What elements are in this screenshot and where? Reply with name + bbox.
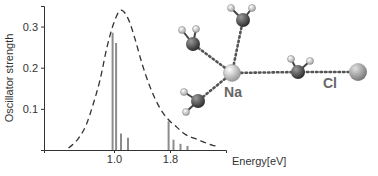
stick [168, 121, 170, 150]
oxygen-atom [186, 37, 200, 51]
molecule [179, 5, 368, 116]
x-tick: 1.8 [163, 150, 178, 165]
hydrogen-bond [232, 72, 298, 73]
x-tick-label: 1.8 [163, 153, 178, 165]
hydrogen-atom [181, 89, 188, 96]
y-axis-line [41, 7, 45, 151]
x-tick-label: 1.0 [107, 153, 122, 165]
stick [180, 144, 182, 150]
oxygen-atom [191, 94, 205, 108]
oxygen-atom [236, 13, 250, 27]
y-tick-mark [41, 27, 44, 28]
y-tick-mark [41, 68, 44, 69]
hydrogen-atom [193, 26, 200, 33]
y-tick-label: 0.2 [23, 62, 38, 74]
hydrogen-atom [307, 58, 314, 65]
hydrogen-atom [288, 56, 295, 63]
y-tick: 0.3 [23, 21, 44, 33]
hydrogen-atom [179, 27, 186, 34]
stick [120, 134, 122, 150]
stick [127, 138, 129, 150]
y-axis: 0.1 0.2 0.3 [23, 7, 45, 151]
hydrogen-atom [183, 109, 190, 116]
stick [112, 33, 114, 150]
y-tick-mark [41, 109, 44, 110]
atom-label: Cl [323, 75, 337, 91]
y-axis-title: Oscillator strength [3, 34, 15, 123]
y-tick-label: 0.3 [23, 21, 38, 33]
x-axis-title: Energy[eV] [232, 155, 286, 167]
y-tick: 0.2 [23, 62, 44, 74]
sodium-atom [224, 65, 241, 82]
envelope-line [69, 10, 220, 148]
chart: 1.0 1.8 0.1 0.2 0.3 Energy[eV] Oscillator stre… [0, 0, 378, 176]
oxygen-atom [291, 65, 305, 79]
hydrogen-atom [228, 5, 235, 12]
hydrogen-atom [249, 5, 256, 12]
atom-label: Na [224, 84, 242, 100]
x-tick: 1.0 [107, 150, 122, 165]
y-tick: 0.1 [23, 103, 44, 115]
chlorine-atom [349, 63, 367, 81]
stick [115, 43, 117, 150]
x-axis: 1.0 1.8 [45, 150, 227, 165]
stick [173, 140, 175, 150]
plot-marks [69, 10, 220, 150]
stick [187, 146, 189, 150]
y-tick-label: 0.1 [23, 103, 38, 115]
x-axis-line [45, 151, 227, 154]
